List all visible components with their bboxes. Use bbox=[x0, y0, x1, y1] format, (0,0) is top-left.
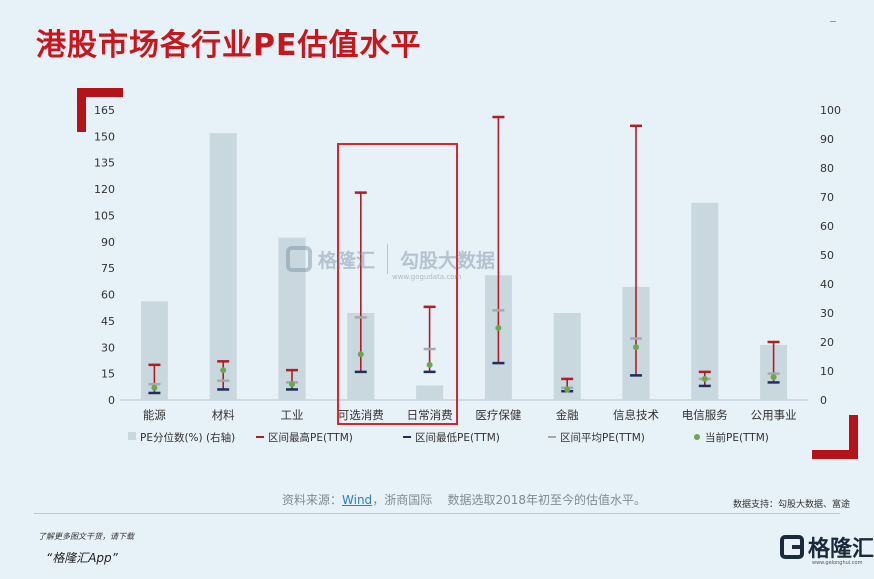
right-tick-label: 0 bbox=[820, 394, 827, 407]
corner-bracket-bottom-right-vertical bbox=[849, 415, 858, 459]
left-tick-label: 45 bbox=[101, 315, 115, 328]
decorative-mark bbox=[830, 21, 836, 22]
footer-line1: 了解更多图文干货，请下载 bbox=[38, 532, 134, 541]
category-label: 可选消费 bbox=[338, 408, 384, 422]
footer-divider bbox=[34, 513, 840, 514]
left-tick-label: 60 bbox=[101, 289, 115, 302]
watermark-logo-icon bbox=[286, 246, 312, 272]
right-tick-label: 70 bbox=[820, 191, 834, 204]
corner-bracket-top-left-vertical bbox=[77, 88, 86, 132]
source-data-note: 数据选取2018年初至今的估值水平。 bbox=[447, 493, 647, 507]
right-tick-label: 50 bbox=[820, 249, 834, 262]
right-tick-label: 80 bbox=[820, 162, 834, 175]
footer-app-name[interactable]: “格隆汇App” bbox=[46, 551, 118, 565]
legend-label: PE分位数(%) (右轴) bbox=[140, 431, 235, 444]
current-pe-dot bbox=[633, 344, 639, 351]
logo-icon bbox=[780, 535, 804, 559]
current-pe-dot bbox=[289, 381, 295, 388]
page-title: 港股市场各行业PE估值水平 bbox=[36, 28, 422, 63]
left-tick-label: 15 bbox=[101, 368, 115, 381]
source-note: 资料来源：Wind，浙商国际 数据选取2018年初至今的估值水平。 bbox=[282, 491, 646, 508]
corner-bracket-top-left bbox=[77, 88, 123, 97]
current-pe-dot bbox=[701, 375, 708, 382]
legend-label: 当前PE(TTM) bbox=[705, 431, 769, 444]
current-pe-dot bbox=[564, 386, 571, 393]
data-support: 数据支持：勾股大数据、富途 bbox=[733, 500, 851, 510]
watermark-url: www.gogudata.com bbox=[392, 273, 462, 281]
source-prefix: 资料来源： bbox=[282, 493, 343, 507]
percentile-bar bbox=[209, 133, 237, 400]
brand-logo: 格隆汇 bbox=[780, 531, 874, 563]
category-label: 金融 bbox=[556, 408, 579, 422]
corner-bracket-bottom-right bbox=[812, 450, 858, 459]
current-pe-dot bbox=[357, 351, 364, 358]
left-tick-label: 30 bbox=[101, 341, 115, 354]
left-tick-label: 135 bbox=[94, 157, 115, 170]
right-tick-label: 20 bbox=[820, 336, 834, 349]
percentile-bar bbox=[416, 385, 444, 400]
category-label: 医疗保健 bbox=[475, 408, 521, 422]
category-label: 日常消费 bbox=[407, 408, 453, 422]
legend-label: 区间最高PE(TTM) bbox=[268, 431, 353, 444]
category-label: 能源 bbox=[143, 408, 166, 422]
current-pe-dot bbox=[495, 324, 502, 331]
category-label: 信息技术 bbox=[613, 408, 659, 422]
right-tick-label: 30 bbox=[820, 307, 834, 320]
left-tick-label: 150 bbox=[94, 130, 115, 143]
category-label: 材料 bbox=[212, 408, 235, 422]
right-tick-label: 40 bbox=[820, 278, 834, 291]
left-tick-label: 90 bbox=[101, 236, 115, 249]
category-label: 电信服务 bbox=[682, 408, 728, 422]
watermark: 格隆汇 勾股大数据 bbox=[286, 244, 495, 274]
left-tick-label: 0 bbox=[108, 394, 115, 407]
left-tick-label: 120 bbox=[94, 183, 115, 196]
current-pe-dot bbox=[220, 367, 227, 374]
category-label: 公用事业 bbox=[751, 408, 797, 422]
percentile-bar bbox=[691, 202, 719, 400]
highlight-box-consumer bbox=[337, 143, 458, 425]
left-tick-label: 75 bbox=[101, 262, 115, 275]
right-tick-label: 90 bbox=[820, 133, 834, 146]
current-pe-dot bbox=[770, 374, 777, 381]
watermark-separator bbox=[387, 244, 389, 274]
current-pe-dot bbox=[426, 361, 433, 368]
right-tick-label: 10 bbox=[820, 365, 834, 378]
legend-label: 区间最低PE(TTM) bbox=[415, 431, 500, 444]
right-tick-label: 100 bbox=[820, 104, 841, 117]
left-tick-label: 105 bbox=[94, 209, 115, 222]
watermark-brand: 格隆汇 bbox=[318, 249, 376, 272]
source-rest: ，浙商国际 bbox=[372, 493, 433, 507]
right-tick-label: 60 bbox=[820, 220, 834, 233]
source-wind-link[interactable]: Wind bbox=[342, 493, 373, 507]
legend-current-swatch bbox=[694, 434, 700, 440]
logo-text: 格隆汇 bbox=[808, 537, 874, 562]
legend-bar-swatch bbox=[128, 432, 136, 440]
logo-url: www.gelonghui.com bbox=[812, 560, 863, 566]
current-pe-dot bbox=[151, 384, 158, 391]
category-label: 工业 bbox=[281, 408, 304, 422]
legend-label: 区间平均PE(TTM) bbox=[560, 431, 645, 444]
watermark-partner: 勾股大数据 bbox=[400, 249, 496, 272]
left-tick-label: 165 bbox=[94, 104, 115, 117]
